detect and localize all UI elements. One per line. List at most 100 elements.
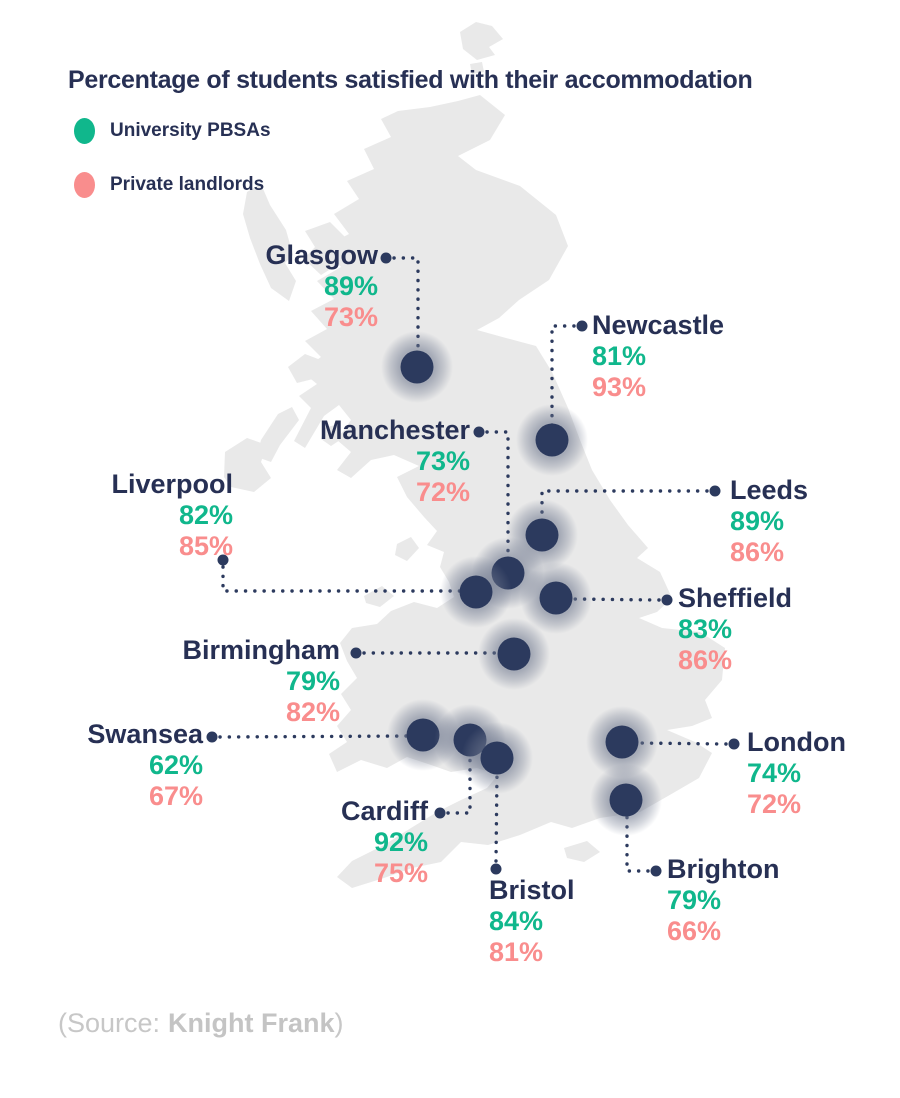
city-label-birmingham: Birmingham 79% 82% — [182, 635, 340, 728]
landlord-value: 66% — [667, 916, 722, 946]
anchor-dot-manchester — [473, 426, 485, 438]
map-mainland — [294, 95, 725, 888]
pbsa-value: 89% — [323, 271, 378, 301]
marker-brighton — [590, 764, 662, 836]
city-name: Sheffield — [678, 583, 793, 613]
city-label-glasgow: Glasgow 89% 73% — [265, 240, 378, 333]
map-island-man — [395, 537, 419, 561]
anchor-dot-brighton — [650, 865, 662, 877]
connector-glasgow — [392, 256, 420, 352]
landlord-value: 86% — [730, 537, 785, 567]
anchor-dot-cardiff — [434, 807, 446, 819]
map-island-wight — [564, 841, 600, 862]
legend-item-university-pbsas: University PBSAs — [74, 118, 271, 144]
city-label-london: London 74% 72% — [747, 727, 846, 820]
landlord-value: 86% — [678, 645, 733, 675]
legend-swatch-green-icon — [74, 118, 95, 144]
city-label-newcastle: Newcastle 81% 93% — [592, 310, 724, 403]
legend-label: University PBSAs — [110, 120, 271, 141]
label-anchor-dots — [206, 252, 740, 877]
landlord-value: 72% — [747, 789, 802, 819]
pbsa-value: 74% — [747, 758, 802, 788]
map-island-hebrides — [243, 184, 296, 301]
pbsa-value: 73% — [415, 446, 470, 476]
pbsa-value: 79% — [285, 666, 340, 696]
connector-leeds — [540, 489, 709, 521]
city-name: Newcastle — [592, 310, 725, 340]
map-island-north — [460, 22, 503, 60]
city-label-leeds: Leeds 89% 86% — [730, 475, 808, 568]
pbsa-value: 81% — [592, 341, 647, 371]
source-prefix: (Source: — [58, 1008, 161, 1038]
city-name: Bristol — [489, 875, 575, 905]
pbsa-value: 82% — [178, 500, 233, 530]
landlord-value: 67% — [148, 781, 203, 811]
anchor-dot-liverpool — [217, 554, 229, 566]
pbsa-value: 79% — [667, 885, 722, 915]
landlord-value: 85% — [178, 531, 233, 561]
anchor-dot-birmingham — [350, 647, 362, 659]
city-markers — [381, 331, 662, 836]
pbsa-value: 92% — [373, 827, 428, 857]
landlord-value: 73% — [323, 302, 378, 332]
city-label-swansea: Swansea 62% 67% — [87, 719, 203, 812]
city-name: Glasgow — [265, 240, 378, 270]
marker-liverpool — [440, 556, 512, 628]
city-label-bristol: Bristol 84% 81% — [489, 875, 575, 968]
marker-birmingham — [478, 618, 550, 690]
legend-item-private-landlords: Private landlords — [74, 172, 264, 198]
city-name: Brighton — [667, 854, 780, 884]
city-label-brighton: Brighton 79% 66% — [667, 854, 779, 947]
marker-glasgow — [381, 331, 453, 403]
landlord-value: 72% — [415, 477, 470, 507]
marker-newcastle — [516, 404, 588, 476]
legend-swatch-pink-icon — [74, 172, 95, 198]
landlord-value: 93% — [592, 372, 647, 402]
city-name: Swansea — [87, 719, 203, 749]
anchor-dot-sheffield — [661, 594, 673, 606]
map-island-anglesey — [364, 586, 394, 607]
pbsa-value: 84% — [489, 906, 544, 936]
city-name: Birmingham — [182, 635, 340, 665]
city-label-liverpool: Liverpool 82% 85% — [111, 469, 233, 562]
city-label-sheffield: Sheffield 83% 86% — [678, 583, 792, 676]
anchor-dot-bristol — [490, 863, 502, 875]
pbsa-value: 83% — [678, 614, 733, 644]
map-island-north-small — [470, 62, 484, 74]
marker-london — [586, 706, 658, 778]
source-suffix: ) — [334, 1008, 344, 1038]
legend-label: Private landlords — [110, 174, 265, 195]
pbsa-value: 89% — [730, 506, 785, 536]
marker-sheffield — [520, 562, 592, 634]
city-name: Leeds — [730, 475, 809, 505]
map-silhouette — [224, 22, 725, 888]
city-name: Liverpool — [111, 469, 233, 499]
map-island-skye — [304, 222, 346, 275]
page-title: Percentage of students satisfied with th… — [68, 66, 753, 94]
anchor-dot-leeds — [709, 485, 721, 497]
marker-bristol — [461, 722, 533, 794]
connector-swansea — [218, 734, 409, 739]
city-name: Cardiff — [341, 796, 428, 826]
anchor-dot-glasgow — [380, 252, 392, 264]
city-name: London — [747, 727, 846, 757]
source-credit: (Source: Knight Frank) — [58, 1008, 344, 1039]
landlord-value: 81% — [489, 937, 544, 967]
map-island-mull — [288, 354, 326, 383]
landlord-value: 75% — [373, 858, 428, 888]
source-name: Knight Frank — [168, 1008, 335, 1038]
city-label-cardiff: Cardiff 92% 75% — [341, 796, 428, 889]
city-label-manchester: Manchester 73% 72% — [320, 415, 470, 508]
anchor-dot-swansea — [206, 731, 218, 743]
landlord-value: 82% — [285, 697, 340, 727]
map-island-islay — [257, 407, 299, 462]
city-name: Manchester — [319, 415, 470, 445]
anchor-dot-newcastle — [576, 320, 588, 332]
map-island-arran — [321, 424, 343, 446]
pbsa-value: 62% — [148, 750, 203, 780]
map-coast-west-edge — [224, 438, 271, 492]
anchor-dot-london — [728, 738, 740, 750]
connector-liverpool — [221, 565, 463, 593]
